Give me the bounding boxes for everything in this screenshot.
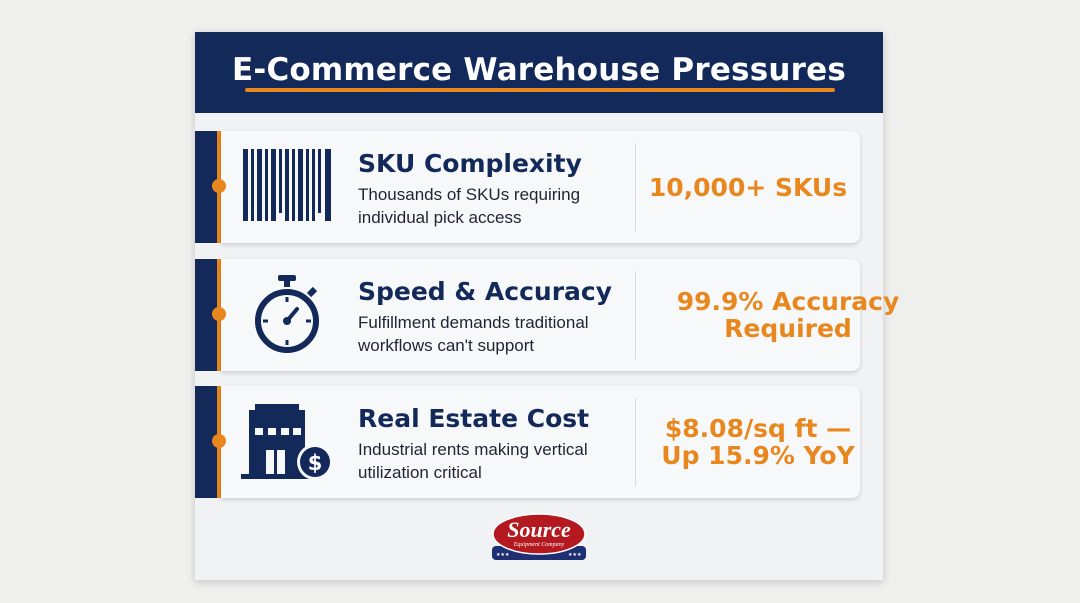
barcode-icon	[243, 149, 331, 221]
timeline-dot	[212, 307, 226, 321]
row-card: Speed & Accuracy Fulfillment demands tra…	[221, 259, 899, 371]
row-divider	[635, 271, 636, 359]
source-equipment-logo: Source Equipment Company ★★★ ★★★	[492, 513, 586, 560]
row-title: SKU Complexity	[358, 149, 582, 178]
row-description: Thousands of SKUs requiring individual p…	[358, 185, 581, 227]
svg-text:$: $	[308, 451, 323, 475]
row-description: Industrial rents making vertical utiliza…	[358, 440, 588, 482]
row-value: 10,000+ SKUs	[648, 172, 848, 202]
row-value: 99.9% Accuracy Required	[676, 287, 900, 343]
row-rail	[195, 386, 217, 498]
pressure-row-real-estate: $ Real Estate Cost Industrial rents maki…	[195, 386, 861, 498]
row-divider	[635, 398, 636, 486]
building-dollar-icon: $	[241, 404, 333, 480]
row-rail	[195, 131, 217, 243]
row-description: Fulfillment demands traditional workflow…	[358, 313, 589, 355]
pressure-row-speed: Speed & Accuracy Fulfillment demands tra…	[195, 259, 899, 371]
row-card: SKU Complexity Thousands of SKUs requiri…	[221, 131, 860, 243]
stopwatch-icon	[255, 275, 319, 353]
row-title: Speed & Accuracy	[358, 277, 613, 306]
timeline-dot	[212, 179, 226, 193]
row-title: Real Estate Cost	[358, 404, 590, 433]
row-divider	[635, 143, 636, 231]
logo-name: Source	[507, 517, 571, 542]
svg-text:★★★: ★★★	[568, 552, 582, 558]
title-underline	[245, 88, 835, 92]
row-card: $ Real Estate Cost Industrial rents maki…	[221, 386, 860, 498]
logo-subtitle: Equipment Company	[513, 542, 565, 548]
row-rail	[195, 259, 217, 371]
header-band: E-Commerce Warehouse Pressures	[195, 32, 883, 113]
infographic-poster: E-Commerce Warehouse Pressures SKU Compl…	[195, 32, 899, 580]
row-value: $8.08/sq ft — Up 15.9% YoY	[661, 414, 855, 470]
timeline-dot	[212, 434, 226, 448]
pressure-row-sku: SKU Complexity Thousands of SKUs requiri…	[195, 131, 861, 243]
page-title: E-Commerce Warehouse Pressures	[232, 52, 846, 88]
svg-text:★★★: ★★★	[496, 552, 510, 558]
